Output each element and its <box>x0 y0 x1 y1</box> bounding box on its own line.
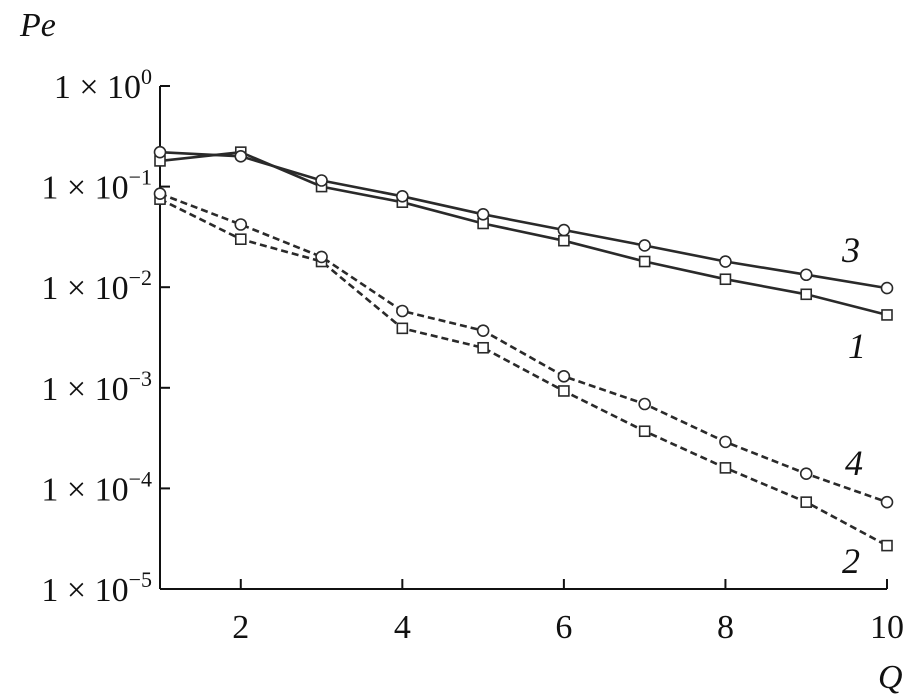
y-tick-label: 1 × 100 <box>54 64 152 106</box>
plot-area <box>153 145 894 552</box>
y-tick-label: 1 × 10−5 <box>41 567 152 609</box>
data-point-circle <box>153 145 167 159</box>
y-tick-label: 1 × 10−4 <box>41 466 152 508</box>
series-label-3: 3 <box>841 230 860 270</box>
data-point-square <box>558 234 570 247</box>
data-point-circle <box>880 495 894 509</box>
y-tick-label: 1 × 10−3 <box>41 366 152 408</box>
series-label-1: 1 <box>848 326 866 366</box>
series-label-2: 2 <box>842 541 860 581</box>
x-axis-label: Q <box>878 659 903 696</box>
data-point-circle <box>315 250 328 264</box>
y-tick-exponent: −3 <box>129 366 152 391</box>
data-point-circle <box>557 223 571 237</box>
y-tick-label: 1 × 10−2 <box>41 265 152 307</box>
series-line <box>159 150 888 317</box>
data-point-circle <box>638 239 651 252</box>
y-tick-base: 1 × 10 <box>41 170 128 207</box>
data-point-circle <box>719 255 732 268</box>
data-point-square <box>800 496 813 508</box>
data-point-square <box>719 462 732 474</box>
series-line <box>159 150 888 290</box>
x-tick-label: 4 <box>394 609 411 646</box>
data-point-square <box>719 273 732 286</box>
series-3 <box>153 145 894 295</box>
data-point-square <box>234 233 247 246</box>
data-point-circle <box>153 187 167 201</box>
data-point-circle <box>315 174 328 187</box>
data-point-circle <box>557 370 571 383</box>
data-point-square <box>396 322 409 335</box>
y-tick-label: 1 × 10−1 <box>41 165 152 207</box>
x-ticks: 2 4 6 8 10 <box>232 579 904 646</box>
x-tick-label: 10 <box>870 609 904 646</box>
y-tick-base: 1 × 10 <box>54 69 141 106</box>
data-point-circle <box>476 324 490 337</box>
data-point-circle <box>396 190 409 203</box>
series-line <box>159 198 888 547</box>
series-2 <box>154 193 893 552</box>
data-point-circle <box>799 467 813 480</box>
data-point-square <box>881 539 893 552</box>
x-tick-label: 2 <box>232 609 249 646</box>
data-point-circle <box>719 435 732 449</box>
data-point-square <box>881 309 893 321</box>
y-tick-base: 1 × 10 <box>41 270 128 307</box>
y-tick-exponent: −5 <box>129 567 152 592</box>
series-4 <box>153 187 894 509</box>
y-tick-exponent: −1 <box>129 165 152 190</box>
series-line <box>159 192 888 504</box>
y-axis-label: Pe <box>19 7 56 44</box>
y-tick-base: 1 × 10 <box>41 471 128 508</box>
data-point-circle <box>880 281 894 295</box>
data-point-circle <box>476 208 490 221</box>
x-tick-label: 6 <box>555 609 572 646</box>
y-tick-exponent: 0 <box>141 64 152 89</box>
data-point-circle <box>396 304 409 318</box>
data-point-square <box>558 385 570 397</box>
data-point-square <box>477 341 489 354</box>
data-point-circle <box>234 218 248 231</box>
data-point-circle <box>799 268 813 282</box>
data-point-square <box>638 255 651 268</box>
data-point-square <box>638 425 651 438</box>
data-point-square <box>800 288 813 301</box>
y-tick-base: 1 × 10 <box>41 572 128 609</box>
series-label-4: 4 <box>845 443 863 483</box>
data-point-circle <box>638 397 651 411</box>
y-tick-exponent: −4 <box>129 466 152 491</box>
data-point-circle <box>234 150 248 163</box>
x-tick-label: 8 <box>717 609 734 646</box>
y-tick-exponent: −2 <box>129 265 152 290</box>
y-tick-base: 1 × 10 <box>41 371 128 408</box>
series-labels: 1 2 3 4 <box>841 230 866 581</box>
